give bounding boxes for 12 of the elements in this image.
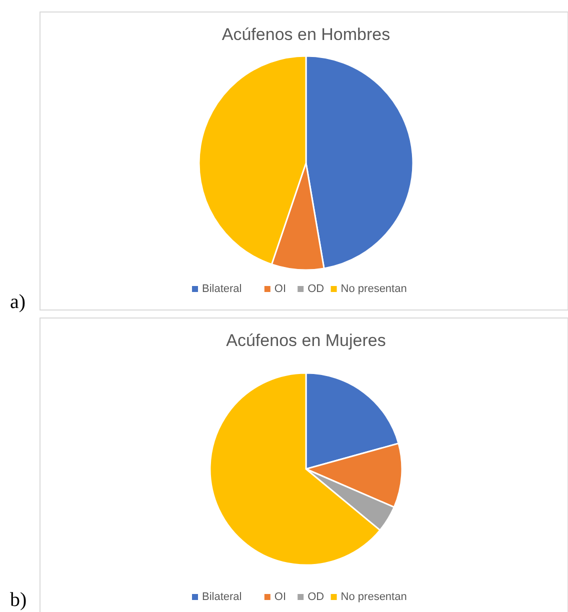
legend-label: OI: [274, 283, 286, 295]
legend-label: OI: [274, 591, 286, 603]
text: b): [10, 589, 27, 611]
legend-label: No presentan: [340, 591, 407, 603]
chart-title: Acúfenos en Mujeres: [226, 331, 386, 350]
legend-label: OD: [308, 591, 324, 603]
legend-label: Bilateral: [202, 591, 242, 603]
legend-label: No presentan: [340, 283, 407, 295]
chart-title: Acúfenos en Hombres: [222, 25, 390, 44]
legend-label: Bilateral: [202, 283, 242, 295]
text: a): [10, 291, 26, 313]
legend-label: OD: [308, 283, 324, 295]
